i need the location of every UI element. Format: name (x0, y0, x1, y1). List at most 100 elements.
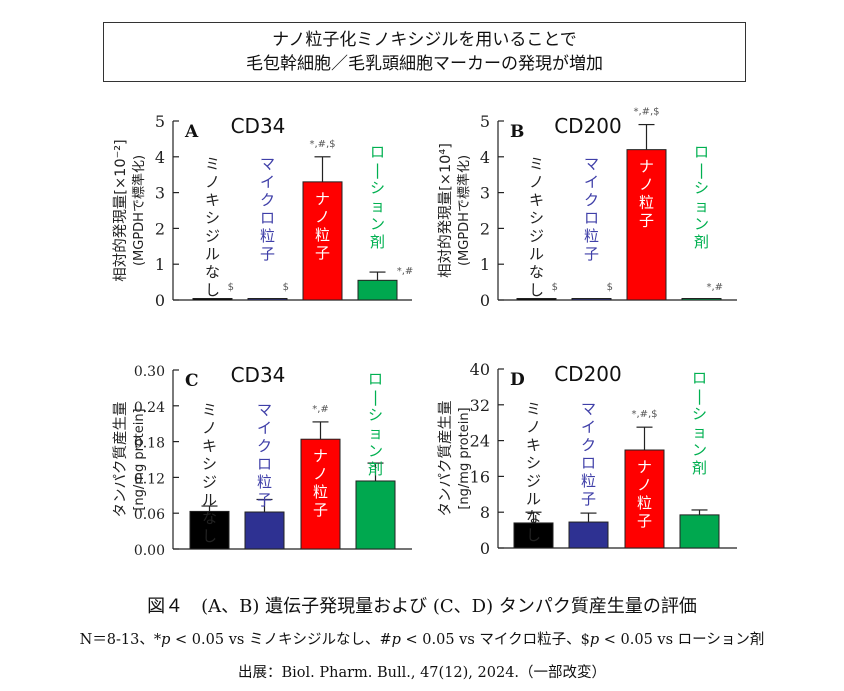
y-tick-label: 2 (155, 219, 165, 238)
y-tick-label: 5 (155, 112, 165, 131)
chart-title: CD200 (554, 114, 622, 138)
category-label-char: ナ (637, 458, 652, 476)
y-tick-label: 4 (155, 148, 165, 167)
category-label-char: な (526, 508, 541, 526)
category-label-char: な (529, 263, 544, 281)
category-label: マイクロ粒子 (257, 401, 272, 509)
significance-marker: *,#,$ (309, 139, 335, 150)
category-label-char: 子 (581, 490, 596, 508)
category-label-char: シ (368, 406, 383, 424)
category-label-char: シ (692, 405, 707, 423)
category-label: ナノ粒子 (637, 458, 652, 530)
category-label-char: ロ (584, 209, 599, 227)
category-label-char: ノ (202, 419, 217, 437)
category-label: ロ|ション剤 (370, 143, 385, 251)
figure-caption-title: 図４ (A、B) 遺伝子発現量および (C、D) タンパク質産生量の評価 (147, 596, 697, 617)
category-label-char: シ (205, 209, 220, 227)
y-tick-label: 0 (480, 539, 490, 558)
category-label-char: ン (692, 441, 707, 459)
category-label-char: 粒 (313, 483, 328, 501)
category-label-char: ン (694, 215, 709, 233)
category-label-char: 粒 (315, 226, 330, 244)
category-label-char: 子 (260, 245, 275, 263)
category-label-char: ミ (205, 155, 220, 173)
y-axis-label-unit: (MGPDHで標準化) (131, 155, 147, 266)
category-label-char: ロ (370, 143, 385, 161)
category-label: ロ|ション剤 (692, 369, 707, 477)
category-label-char: ョ (692, 423, 707, 441)
category-label-char: ク (260, 191, 275, 209)
category-label-char: ジ (202, 473, 217, 491)
note-mid2: < 0.05 vs マイクロ粒子、$ (400, 632, 590, 648)
category-label-char: シ (526, 454, 541, 472)
category-label-char: キ (526, 436, 541, 454)
y-tick-label: 24 (470, 432, 490, 451)
category-label-char: 剤 (368, 460, 383, 478)
bar-2 (568, 521, 609, 549)
category-label-char: ロ (257, 455, 272, 473)
bar-1 (513, 522, 554, 549)
note-p2: p (391, 632, 401, 648)
category-label-char: ジ (526, 472, 541, 490)
category-label-char: ミ (202, 401, 217, 419)
category-label-char: ノ (315, 208, 330, 226)
category-label-char: ョ (370, 197, 385, 215)
y-axis-label-unit: [ng/mg protein] (457, 407, 472, 509)
note-p1: p (161, 632, 171, 648)
category-label-char: イ (257, 419, 272, 437)
category-label-char: マ (584, 155, 599, 173)
category-label-char: 子 (639, 212, 654, 230)
note-end: < 0.05 vs ローション剤 (599, 632, 765, 648)
category-label-char: シ (694, 179, 709, 197)
category-label-char: 剤 (370, 233, 385, 251)
category-label-char: キ (202, 437, 217, 455)
category-label-char: ナ (315, 190, 330, 208)
category-label-char: ョ (694, 197, 709, 215)
category-label-char: ル (526, 490, 541, 508)
category-label-char: ロ (692, 369, 707, 387)
category-label-char: し (205, 281, 220, 299)
category-label: ミノキシジルなし (205, 155, 220, 299)
category-label-char: 粒 (260, 227, 275, 245)
significance-marker: $ (607, 282, 613, 293)
category-label-char: ノ (526, 418, 541, 436)
bar-1 (516, 298, 557, 301)
category-label-char: ン (370, 215, 385, 233)
category-label-char: 剤 (694, 233, 709, 251)
category-label-char: 粒 (581, 472, 596, 490)
category-label-char: な (202, 509, 217, 527)
bar-4 (355, 480, 396, 550)
category-label-char: な (205, 263, 220, 281)
category-label-char: ル (202, 491, 217, 509)
significance-marker: *,#,$ (631, 409, 657, 420)
category-label-char: | (699, 161, 704, 179)
chart-title: CD34 (231, 114, 286, 138)
category-label-char: ン (368, 442, 383, 460)
panel-letter: C (185, 371, 199, 391)
bar-4 (679, 514, 720, 549)
panel-letter: B (510, 122, 524, 142)
y-tick-label: 8 (480, 503, 490, 522)
bar-4 (357, 279, 398, 301)
category-label-char: マ (260, 155, 275, 173)
note-mid1: < 0.05 vs ミノキシジルなし、# (170, 632, 392, 648)
y-axis-label: 相対的発現量[×10⁻²] (112, 139, 129, 281)
headline-box: ナノ粒子化ミノキシジルを用いることで 毛包幹細胞／毛乳頭細胞マーカーの発現が増加 (103, 22, 746, 82)
y-axis-label: タンパク質産生量 (111, 402, 129, 518)
significance-marker: *,# (397, 266, 414, 277)
category-label-char: 粒 (584, 227, 599, 245)
y-tick-label: 0.06 (134, 507, 165, 523)
bar-3 (300, 438, 341, 550)
y-tick-label: 0 (155, 291, 165, 310)
category-label-char: ノ (205, 173, 220, 191)
bar-2 (244, 511, 285, 550)
significance-marker: $ (228, 282, 234, 293)
y-tick-label: 1 (480, 255, 490, 274)
chart-title: CD34 (231, 363, 286, 387)
category-label-char: し (202, 527, 217, 545)
category-label: ミノキシジルなし (202, 401, 217, 545)
category-label-char: ク (581, 436, 596, 454)
category-label-char: ノ (639, 176, 654, 194)
